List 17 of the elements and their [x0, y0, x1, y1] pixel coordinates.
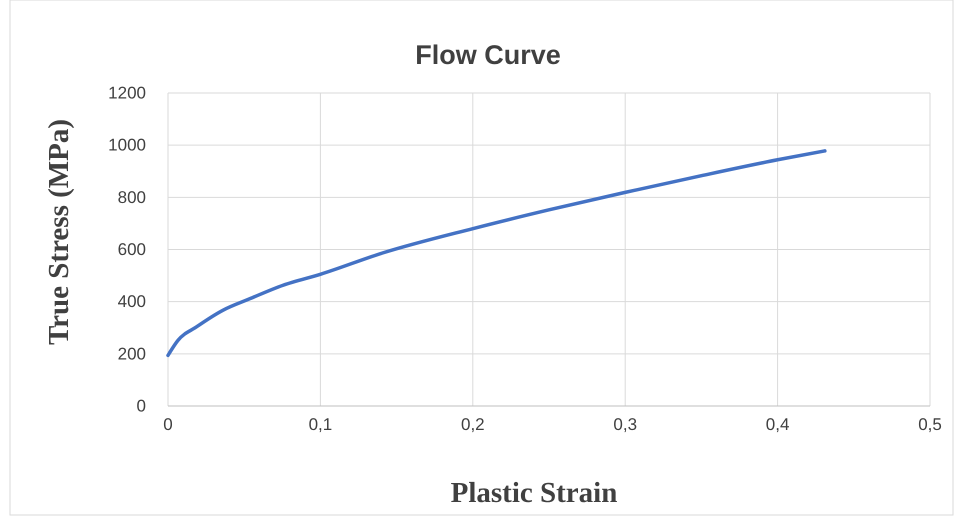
x-tick-label: 0,4 [766, 415, 790, 434]
y-tick-label: 1200 [108, 83, 146, 102]
x-tick-label: 0,5 [918, 415, 942, 434]
y-tick-label: 200 [118, 344, 146, 364]
y-tick-label: 0 [136, 396, 146, 416]
x-tick-label: 0,3 [613, 415, 638, 434]
y-axis-title: True Stress (MPa) [43, 118, 75, 346]
x-tick-label: 0,1 [308, 415, 332, 434]
x-axis-title: Plastic Strain [450, 477, 618, 509]
x-tick-label: 0,2 [460, 415, 485, 434]
y-tick-label: 400 [118, 292, 146, 312]
y-tick-label: 600 [118, 240, 146, 259]
line-series [166, 149, 827, 358]
chart-title: Flow Curve [415, 40, 561, 70]
y-tick-label: 1000 [108, 136, 146, 155]
x-tick-label: 0 [163, 415, 173, 434]
y-tick-label: 800 [118, 188, 146, 207]
